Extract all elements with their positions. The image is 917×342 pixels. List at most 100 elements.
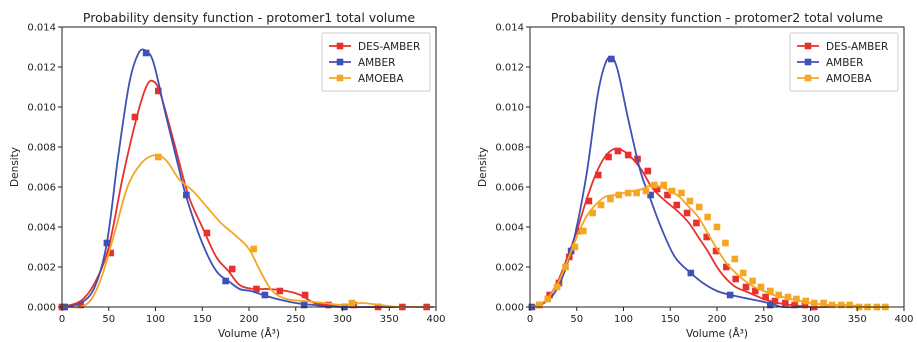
x-tick-label: 100 xyxy=(146,314,165,325)
legend-label: AMOEBA xyxy=(826,73,872,85)
legend-swatch-marker xyxy=(804,58,812,66)
data-point xyxy=(757,283,765,291)
data-point xyxy=(325,301,332,309)
x-tick-label: 50 xyxy=(102,314,115,325)
data-point xyxy=(261,291,269,299)
data-point xyxy=(838,301,845,309)
data-point xyxy=(664,191,671,199)
x-axis-label: Volume (Å³) xyxy=(686,327,748,340)
data-point xyxy=(222,277,229,285)
x-tick-label: 0 xyxy=(59,314,65,325)
legend-swatch-marker xyxy=(336,58,344,66)
y-tick-label: 0.000 xyxy=(27,303,56,314)
y-tick-label: 0.014 xyxy=(27,23,56,34)
data-point xyxy=(793,295,800,303)
data-point xyxy=(644,167,652,175)
data-point xyxy=(766,301,774,309)
data-point xyxy=(722,239,729,247)
y-tick-label: 0.006 xyxy=(27,183,56,194)
data-point xyxy=(77,301,84,309)
data-point xyxy=(253,285,260,293)
data-point xyxy=(614,147,622,155)
data-point xyxy=(726,291,734,299)
data-point xyxy=(820,299,827,307)
y-tick-label: 0.010 xyxy=(495,103,524,114)
legend-swatch-marker xyxy=(336,42,344,50)
data-point xyxy=(810,299,818,307)
data-point xyxy=(228,265,236,273)
data-point xyxy=(571,243,579,251)
data-point xyxy=(348,299,356,307)
y-tick-label: 0.008 xyxy=(495,143,524,154)
x-tick-label: 350 xyxy=(380,314,399,325)
data-point xyxy=(712,247,720,255)
legend-box xyxy=(789,32,899,92)
data-point xyxy=(276,287,284,295)
data-point xyxy=(752,287,759,295)
data-point xyxy=(553,283,561,291)
data-point xyxy=(801,301,809,309)
data-point xyxy=(585,197,593,205)
data-point xyxy=(579,227,587,235)
data-point xyxy=(687,269,695,277)
data-point xyxy=(762,293,769,301)
legend-label: AMBER xyxy=(358,57,395,69)
data-point xyxy=(597,201,605,209)
data-point xyxy=(155,87,162,95)
y-tick-label: 0.004 xyxy=(495,223,524,234)
data-point xyxy=(615,191,623,199)
legend-swatch-marker xyxy=(336,74,344,82)
x-tick-label: 150 xyxy=(661,314,680,325)
series-line-amoeba xyxy=(529,184,890,309)
data-point xyxy=(642,187,650,195)
data-point xyxy=(594,171,602,179)
data-point xyxy=(653,185,661,193)
data-point xyxy=(668,187,676,195)
y-tick-label: 0.014 xyxy=(495,23,524,34)
x-tick-label: 400 xyxy=(894,314,913,325)
x-tick-label: 300 xyxy=(801,314,820,325)
legend: DES-AMBER AMBER AMOEBA xyxy=(321,32,431,92)
series-line-des-amber xyxy=(61,79,434,309)
data-point xyxy=(607,195,614,203)
legend-label: AMBER xyxy=(826,57,863,69)
data-point xyxy=(633,189,640,197)
y-tick-label: 0.012 xyxy=(495,63,524,74)
data-point xyxy=(703,233,711,241)
data-point xyxy=(660,181,668,189)
data-point xyxy=(686,197,694,205)
x-tick-label: 100 xyxy=(614,314,633,325)
data-point xyxy=(608,55,615,63)
data-point xyxy=(678,189,685,197)
y-tick-label: 0.008 xyxy=(27,143,56,154)
data-point xyxy=(624,189,632,197)
legend-swatch-marker xyxy=(804,74,812,82)
data-point xyxy=(749,277,756,285)
data-point xyxy=(562,263,569,271)
y-tick-label: 0.002 xyxy=(27,263,56,274)
chart-title: Probability density function - protomer1… xyxy=(83,10,415,25)
legend-box xyxy=(321,32,431,92)
data-point xyxy=(624,151,632,159)
data-point xyxy=(647,191,654,199)
data-point xyxy=(731,255,739,263)
plot-marks xyxy=(528,55,890,311)
legend-label: AMOEBA xyxy=(358,73,404,85)
data-point xyxy=(742,283,750,291)
data-point xyxy=(301,291,309,299)
data-point xyxy=(203,229,211,237)
y-tick-label: 0.000 xyxy=(495,303,524,314)
data-point xyxy=(739,269,747,277)
data-point xyxy=(131,113,139,121)
chart-protomer2: Probability density function - protomer2… xyxy=(477,10,914,340)
x-axis-label: Volume (Å³) xyxy=(218,327,280,340)
data-point xyxy=(828,301,836,309)
y-tick-label: 0.012 xyxy=(27,63,56,74)
x-tick-label: 200 xyxy=(239,314,258,325)
data-point xyxy=(846,301,854,309)
y-tick-label: 0.006 xyxy=(495,183,524,194)
data-point xyxy=(771,297,779,305)
data-point xyxy=(103,239,111,247)
chart-title: Probability density function - protomer2… xyxy=(551,10,883,25)
legend-label: DES-AMBER xyxy=(826,41,888,53)
